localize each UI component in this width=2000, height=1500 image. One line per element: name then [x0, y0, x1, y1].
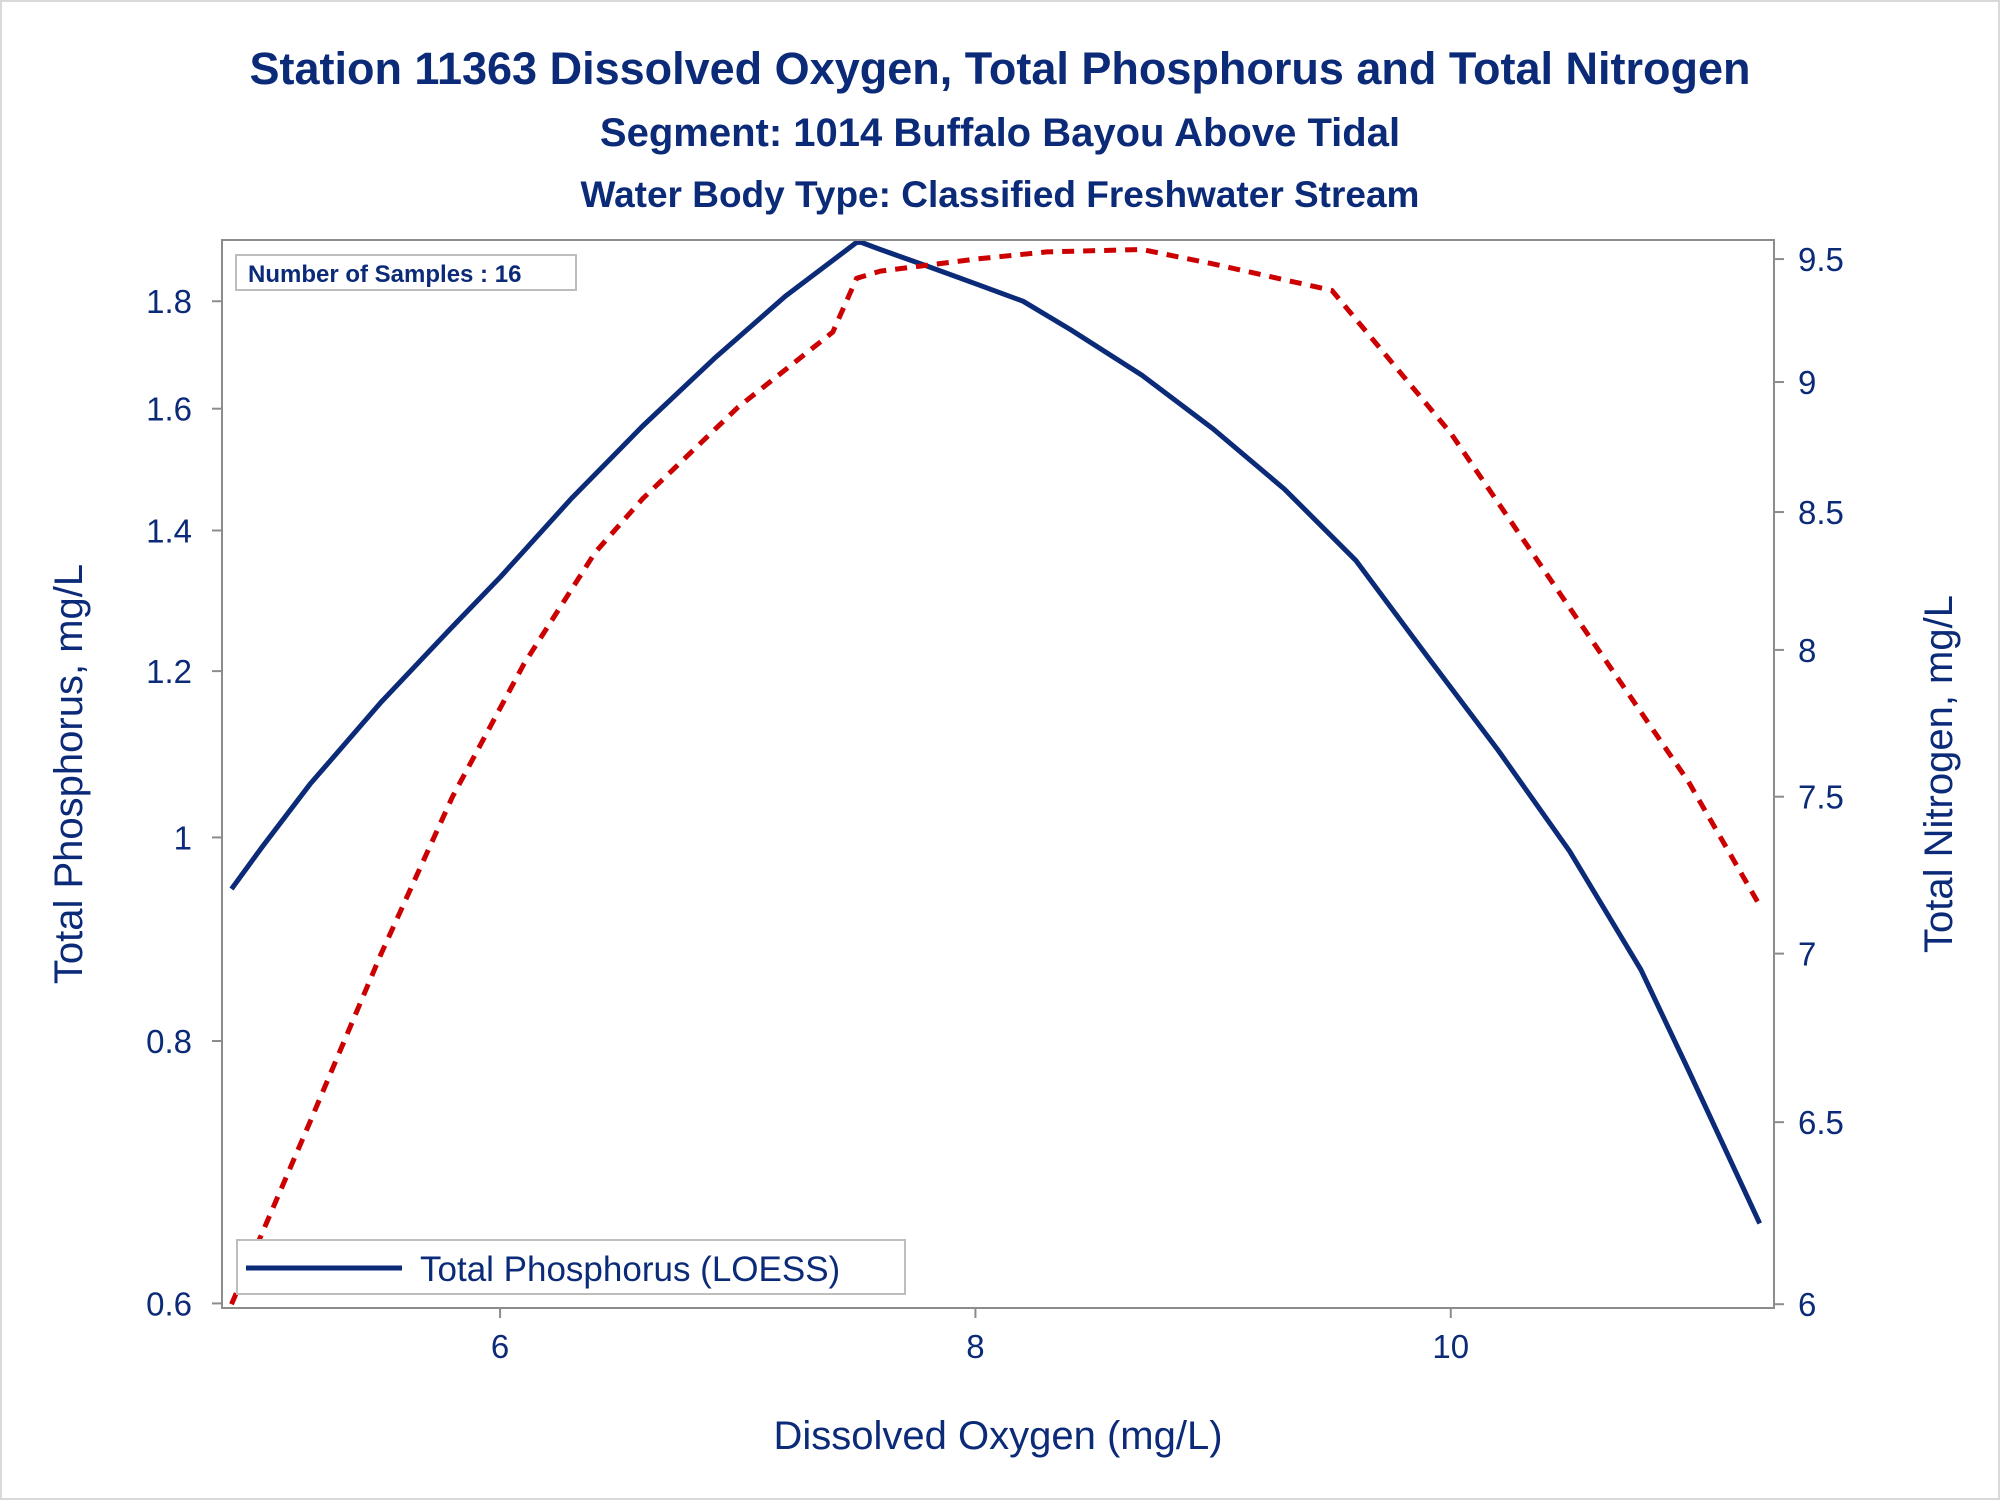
y-tick-label-right: 6 — [1798, 1286, 1816, 1323]
y-tick-label-right: 7.5 — [1798, 779, 1844, 816]
y-tick-label-right: 8 — [1798, 632, 1816, 669]
y-tick-label-right: 6.5 — [1798, 1104, 1844, 1141]
tick-layer: 6 8 10 0.6 0.8 1 1.2 1.4 1.6 1.8 6 6.5 7 7.5 8 8.5 9 9.5 — [146, 241, 1844, 1365]
x-tick-label: 10 — [1432, 1328, 1469, 1365]
y-tick-label-left: 1 — [174, 819, 192, 856]
sample-count-inset: Number of Samples : 16 — [235, 254, 577, 291]
chart-title: Station 11363 Dissolved Oxygen, Total Ph… — [249, 43, 1750, 94]
sample-count-label: Number of Samples : 16 — [248, 261, 521, 288]
chart-subtitle-waterbody: Water Body Type: Classified Freshwater S… — [581, 174, 1420, 215]
sample-count-box — [235, 254, 577, 291]
y-tick-label-left: 0.8 — [146, 1023, 192, 1060]
x-axis-label: Dissolved Oxygen (mg/L) — [773, 1414, 1222, 1458]
y-tick-label-right: 9 — [1798, 364, 1816, 401]
y-tick-label-left: 1.2 — [146, 653, 192, 690]
series-line-total-nitrogen — [229, 247, 1762, 1306]
y-tick-label-left: 0.6 — [146, 1285, 192, 1322]
y-axis-label-right: Total Nitrogen, mg/L — [1917, 595, 1961, 953]
y-tick-label-right: 9.5 — [1798, 241, 1844, 278]
x-tick-label: 8 — [966, 1328, 984, 1365]
y-tick-label-left: 1.6 — [146, 391, 192, 428]
legend: Total Phosphorus (LOESS) — [236, 1239, 906, 1295]
y-axis-label-left: Total Phosphorus, mg/L — [47, 564, 91, 984]
y-tick-label-left: 1.4 — [146, 513, 192, 550]
chart-subtitle-segment: Segment: 1014 Buffalo Bayou Above Tidal — [600, 111, 1400, 155]
legend-label-total-phosphorus: Total Phosphorus (LOESS) — [420, 1250, 840, 1289]
y-tick-label-right: 7 — [1798, 936, 1816, 973]
y-tick-label-left: 1.8 — [146, 283, 192, 320]
x-tick-label: 6 — [491, 1328, 509, 1365]
series-line-total-phosphorus — [229, 239, 1762, 1225]
y-tick-label-right: 8.5 — [1798, 494, 1844, 531]
series-layer — [229, 239, 1762, 1306]
plot-area-border — [221, 239, 1775, 1309]
